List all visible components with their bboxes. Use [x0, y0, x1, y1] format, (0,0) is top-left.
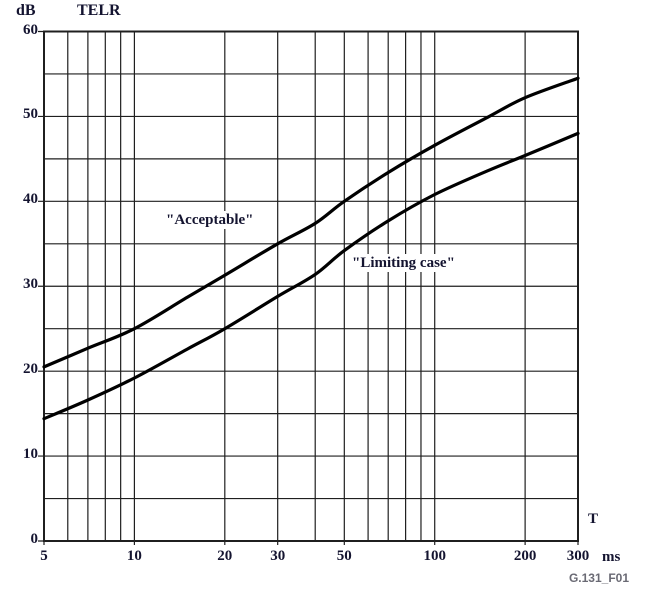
x-axis-title: T	[588, 511, 599, 527]
y-tick-label: 60	[23, 21, 38, 38]
x-tick-label: 20	[217, 548, 233, 564]
y-tick-label: 50	[23, 106, 38, 123]
x-unit-label: ms	[602, 549, 621, 565]
y-tick-label: 30	[23, 276, 38, 293]
x-tick-label: 50	[336, 548, 352, 564]
x-tick-label: 5	[40, 548, 48, 564]
y-tick-label: 40	[23, 191, 38, 208]
curve-limiting-case	[42, 131, 580, 421]
y-tick-label: 20	[23, 361, 38, 378]
x-tick-label: 10	[126, 548, 142, 564]
y-unit-label: dB	[16, 2, 36, 19]
y-axis-title: TELR	[77, 2, 121, 19]
plot-frame	[43, 30, 579, 542]
figure-caption: G.131_F01	[568, 571, 629, 585]
x-tick-label: 300	[566, 548, 590, 564]
curve-label-limiting-case: "Limiting case"	[349, 254, 458, 272]
y-tick-label: 0	[30, 531, 39, 547]
curve-acceptable	[42, 76, 580, 369]
y-tick-label: 10	[23, 446, 38, 463]
x-tick-label: 200	[513, 548, 537, 564]
x-tick-label: 100	[423, 548, 446, 564]
x-tick-label: 30	[270, 548, 286, 564]
curve-label-acceptable: "Acceptable"	[163, 211, 257, 229]
